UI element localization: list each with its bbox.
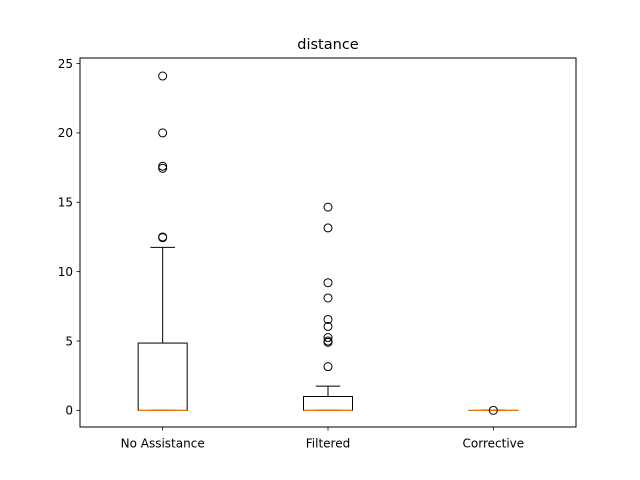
outlier-point <box>158 161 168 171</box>
outlier-point <box>323 333 333 343</box>
outlier-point <box>323 293 333 303</box>
outlier-point <box>158 233 168 243</box>
y-tick-label: 25 <box>58 57 73 71</box>
y-tick-label: 10 <box>58 265 73 279</box>
x-tick-label: No Assistance <box>121 437 205 451</box>
outlier-point <box>323 314 333 324</box>
y-tick-label: 15 <box>58 196 73 210</box>
outlier-point <box>158 128 168 138</box>
outlier-point <box>323 223 333 233</box>
chart-title: distance <box>297 37 359 53</box>
plot-area: 0 5 10 15 20 25 No Assistance Filtered Correctiv… <box>58 57 524 451</box>
outlier-point <box>158 163 168 173</box>
outlier-point <box>488 405 498 415</box>
outlier-point <box>323 278 333 288</box>
x-tick-label: Filtered <box>306 437 350 451</box>
y-tick-label: 0 <box>65 404 73 418</box>
outlier-point <box>323 202 333 212</box>
outlier-point <box>158 71 168 81</box>
outlier-point <box>323 362 333 372</box>
x-tick-label: Corrective <box>463 437 525 451</box>
outlier-point <box>323 337 333 347</box>
y-tick-label: 5 <box>65 334 73 348</box>
y-tick-label: 20 <box>58 126 73 140</box>
axes-frame <box>79 57 577 428</box>
outlier-point <box>323 321 333 331</box>
